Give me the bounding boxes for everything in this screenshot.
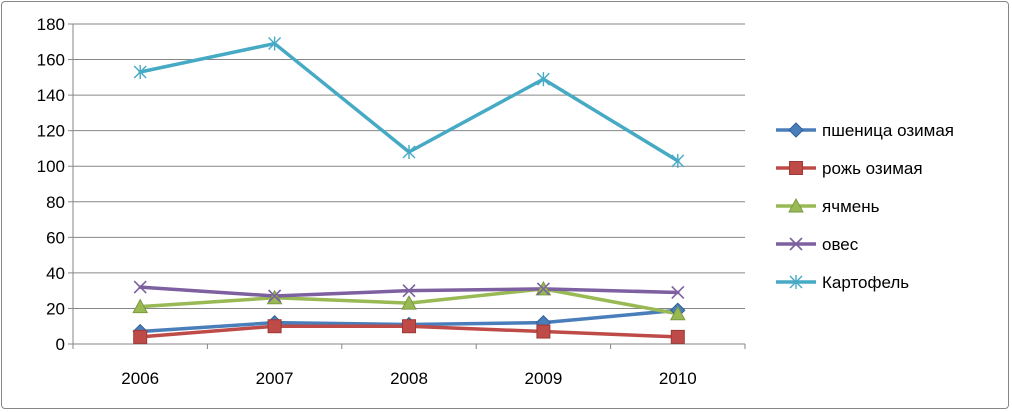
data-point-series-1: [670, 329, 685, 344]
y-tick-label: 140: [37, 86, 65, 105]
data-point-series-1: [133, 329, 148, 344]
data-point-series-2: [132, 298, 149, 314]
data-point-series-4: [268, 36, 282, 51]
legend-marker-icon: [789, 161, 803, 175]
legend-item: ячмень: [776, 197, 880, 216]
data-point-series-3: [536, 282, 550, 296]
series-lines: [138, 41, 680, 339]
legend-label: рожь озимая: [822, 159, 923, 178]
series-markers: [132, 36, 686, 344]
x-tick-label: 2008: [390, 369, 428, 388]
x-tick-label: 2007: [256, 369, 294, 388]
legend-item: Картофель: [776, 273, 909, 292]
y-tick-label: 80: [46, 193, 65, 212]
data-point-series-1: [402, 319, 416, 334]
data-point-series-3: [133, 280, 147, 294]
legend-label: пшеница озимая: [822, 121, 954, 140]
y-tick-label: 20: [46, 299, 65, 318]
data-point-series-2: [669, 305, 686, 321]
x-tick-label: 2006: [121, 369, 159, 388]
legend-marker-icon: [788, 122, 804, 138]
y-tick-label: 120: [37, 122, 65, 141]
legend-item: рожь озимая: [776, 159, 923, 178]
y-tick-labels: 0 20 40 60 80 100 120 140 160 180: [37, 15, 65, 354]
legend-label: Картофель: [822, 273, 909, 292]
data-point-series-2: [401, 295, 417, 310]
legend-label: ячмень: [822, 197, 880, 216]
y-tick-label: 160: [37, 51, 65, 70]
data-point-series-1: [536, 324, 551, 339]
x-tick-labels: 2006 2007 2008 2009 2010: [121, 369, 696, 388]
y-tick-label: 100: [37, 157, 65, 176]
legend: пшеница озимая рожь озимая ячмень овес Карто…: [776, 121, 954, 292]
x-tick-label: 2009: [524, 369, 562, 388]
y-tick-label: 60: [46, 228, 65, 247]
legend-item: овес: [776, 235, 859, 254]
data-point-series-4: [402, 145, 416, 159]
y-tick-label: 0: [56, 335, 65, 354]
legend-marker-icon: [788, 197, 804, 213]
data-point-series-3: [268, 289, 282, 303]
data-point-series-1: [267, 319, 282, 334]
legend-marker-icon: [789, 237, 803, 251]
data-point-series-4: [133, 65, 147, 79]
data-point-series-4: [536, 72, 550, 87]
data-point-series-4: [671, 153, 685, 168]
x-tick-label: 2010: [659, 369, 697, 388]
legend-label: овес: [822, 235, 859, 254]
axes: [68, 23, 746, 349]
data-point-series-3: [671, 285, 685, 300]
legend-item: пшеница озимая: [776, 121, 954, 140]
y-tick-label: 40: [46, 264, 65, 283]
series-line-4: [138, 41, 680, 163]
data-point-series-3: [402, 284, 416, 298]
legend-marker-icon: [789, 275, 803, 289]
gridlines: [73, 23, 745, 309]
y-tick-label: 180: [37, 15, 65, 34]
